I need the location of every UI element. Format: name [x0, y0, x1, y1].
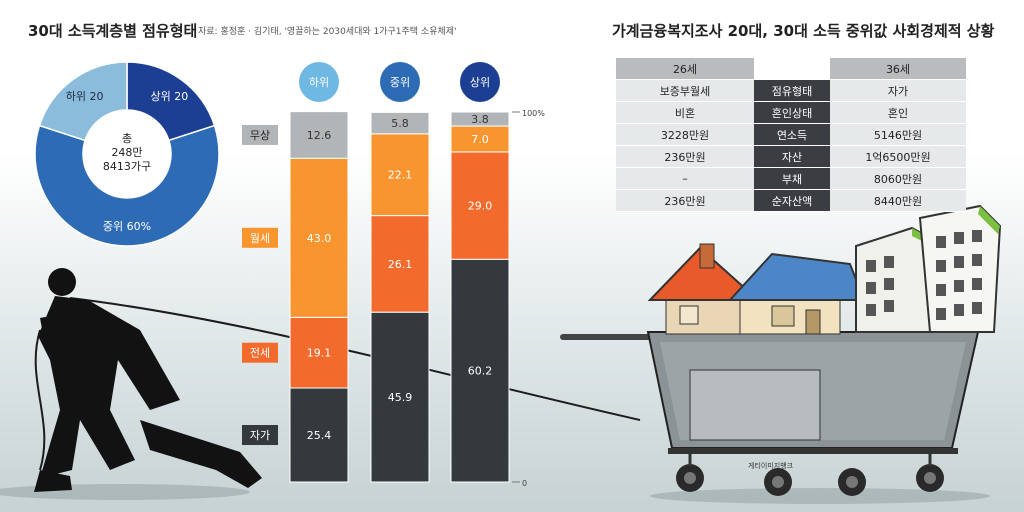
data-label: 22.1: [388, 169, 413, 182]
data-label: 25.4: [307, 429, 332, 442]
table-row: 비혼 혼인상태 혼인: [616, 101, 966, 124]
table-header-cell: 36세: [830, 58, 966, 80]
data-label: 7.0: [471, 133, 489, 146]
bar-segment: [370, 215, 430, 313]
bar-segment: [289, 316, 349, 389]
table-row: 236만원 자산 1억6500만원: [616, 145, 966, 168]
bar-segment: [450, 111, 510, 127]
donut-label: 상위 20: [150, 90, 188, 103]
donut-segment: [34, 124, 220, 247]
table-cell: 3228만원: [616, 123, 754, 146]
donut-label: 하위 20: [66, 89, 104, 103]
table-row: 보증부월세 점유형태 자가: [616, 79, 966, 102]
donut-center-label: 총: [122, 132, 132, 145]
table-cell: 236만원: [616, 189, 754, 212]
table-header-cell: 26세: [616, 58, 754, 80]
table-row-label: 부채: [754, 167, 830, 190]
left-title: 30대 소득계층별 점유형태: [28, 22, 198, 40]
bar-segment: [289, 387, 349, 483]
table-header-cell: [754, 58, 830, 80]
table-cell: 1억6500만원: [830, 145, 966, 168]
bar-segment: [370, 133, 430, 217]
series-legend-box: [242, 124, 278, 145]
table-row: 3228만원 연소득 5146만원: [616, 123, 966, 146]
bar-segment: [450, 151, 510, 260]
data-label: 19.1: [307, 347, 332, 360]
category-badge: [299, 62, 339, 102]
data-label: 29.0: [468, 200, 493, 213]
bar-segment: [450, 258, 510, 483]
axis-label-top: 100%: [522, 109, 545, 118]
table-cell: 236만원: [616, 145, 754, 168]
bar-segment: [370, 311, 430, 483]
bar-segment: [450, 125, 510, 153]
category-label: 하위: [309, 75, 329, 89]
data-label: 45.9: [388, 391, 413, 404]
series-legend-box: [242, 425, 278, 446]
donut-label: 중위 60%: [103, 220, 151, 233]
table-cell: 자가: [830, 79, 966, 102]
data-label: 3.8: [471, 113, 489, 126]
donut-segment: [38, 61, 128, 142]
table-row-label: 자산: [754, 145, 830, 168]
table-cell: 비혼: [616, 101, 754, 124]
table-cell: 5146만원: [830, 123, 966, 146]
table-cell: –: [616, 167, 754, 190]
category-badge: [460, 62, 500, 102]
house-blue-roof: [727, 252, 866, 335]
bar-segment: [289, 111, 349, 159]
table-cell: 보증부월세: [616, 79, 754, 102]
table-row: – 부채 8060만원: [616, 167, 966, 190]
table-row-label: 순자산액: [754, 189, 830, 212]
image-credit: 게티이미지뱅크: [748, 462, 794, 470]
series-legend-label: 자가: [250, 429, 270, 442]
table-row-label: 연소득: [754, 123, 830, 146]
apartment-buildings: [855, 204, 1002, 333]
ground-shadow: [650, 488, 990, 504]
table-row-label: 혼인상태: [754, 101, 830, 124]
table-cell: 혼인: [830, 101, 966, 124]
category-badge: [380, 62, 420, 102]
data-label: 26.1: [388, 258, 413, 271]
axis-label-bottom: 0: [522, 479, 527, 488]
house-red-roof: [647, 243, 761, 335]
shopping-cart: [560, 331, 980, 496]
man-silhouette: [34, 268, 262, 492]
series-legend-label: 월세: [250, 232, 270, 245]
right-title: 가계금융복지조사 20대, 30대 소득 중위값 사회경제적 상황: [612, 22, 995, 40]
info-table: 26세 36세 보증부월세 점유형태 자가 비혼 혼인상태 혼인 3228만원 …: [616, 58, 966, 212]
data-label: 12.6: [307, 129, 332, 142]
table-cell: 8440만원: [830, 189, 966, 212]
bar-segment: [370, 111, 430, 135]
series-legend-label: 전세: [250, 347, 270, 360]
category-label: 상위: [470, 76, 490, 89]
category-label: 중위: [390, 76, 410, 89]
data-label: 5.8: [391, 117, 409, 130]
data-label: 43.0: [307, 232, 332, 245]
source-note: 자료: 홍정훈 · 김기태, '영끌하는 2030세대와 1가구1주택 소유체제…: [198, 27, 457, 37]
table-row-label: 점유형태: [754, 79, 830, 102]
donut-hole: [84, 111, 170, 197]
table-cell: 8060만원: [830, 167, 966, 190]
series-legend-box: [242, 227, 278, 248]
table-header-row: 26세 36세: [616, 58, 966, 80]
data-label: 60.2: [468, 365, 493, 378]
donut-center-label: 8413가구: [103, 160, 151, 173]
series-legend-label: 무상: [250, 129, 270, 142]
series-legend-box: [242, 342, 278, 363]
table-row: 236만원 순자산액 8440만원: [616, 189, 966, 212]
donut-center-label: 248만: [111, 146, 142, 159]
rope-end: [34, 329, 46, 471]
